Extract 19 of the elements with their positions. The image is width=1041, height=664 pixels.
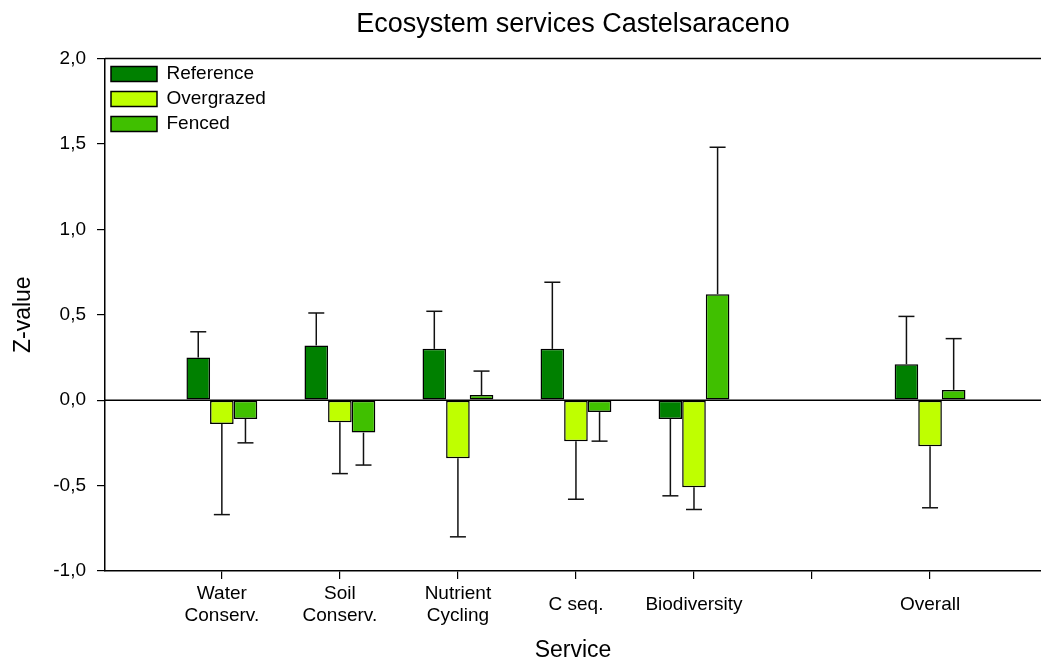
chart-title: Ecosystem services Castelsaraceno bbox=[356, 7, 790, 38]
x-axis-title: Service bbox=[534, 635, 612, 662]
y-tick-label: 1,5 bbox=[59, 132, 86, 154]
y-tick-label: 1,0 bbox=[59, 217, 86, 239]
legend-label: Fenced bbox=[166, 112, 230, 134]
y-tick-label: 0,0 bbox=[59, 388, 86, 410]
y-tick-label: -0,5 bbox=[53, 473, 86, 495]
x-tick-label: Water Conserv. bbox=[184, 582, 260, 626]
y-tick-label: 0,5 bbox=[59, 302, 86, 324]
x-tick-label: C seq. bbox=[548, 593, 604, 615]
legend-label: Overgrazed bbox=[166, 87, 266, 109]
y-axis-title: Z-value bbox=[9, 276, 36, 354]
x-tick-label: Overall bbox=[899, 593, 961, 615]
x-tick-label: Soil Conserv. bbox=[302, 582, 378, 626]
y-tick-label: 2,0 bbox=[59, 46, 86, 68]
y-tick-label: -1,0 bbox=[53, 559, 86, 581]
legend-label: Reference bbox=[166, 62, 255, 84]
x-tick-label: Biodiversity bbox=[645, 593, 744, 615]
x-tick-label: Nutrient Cycling bbox=[424, 582, 492, 626]
